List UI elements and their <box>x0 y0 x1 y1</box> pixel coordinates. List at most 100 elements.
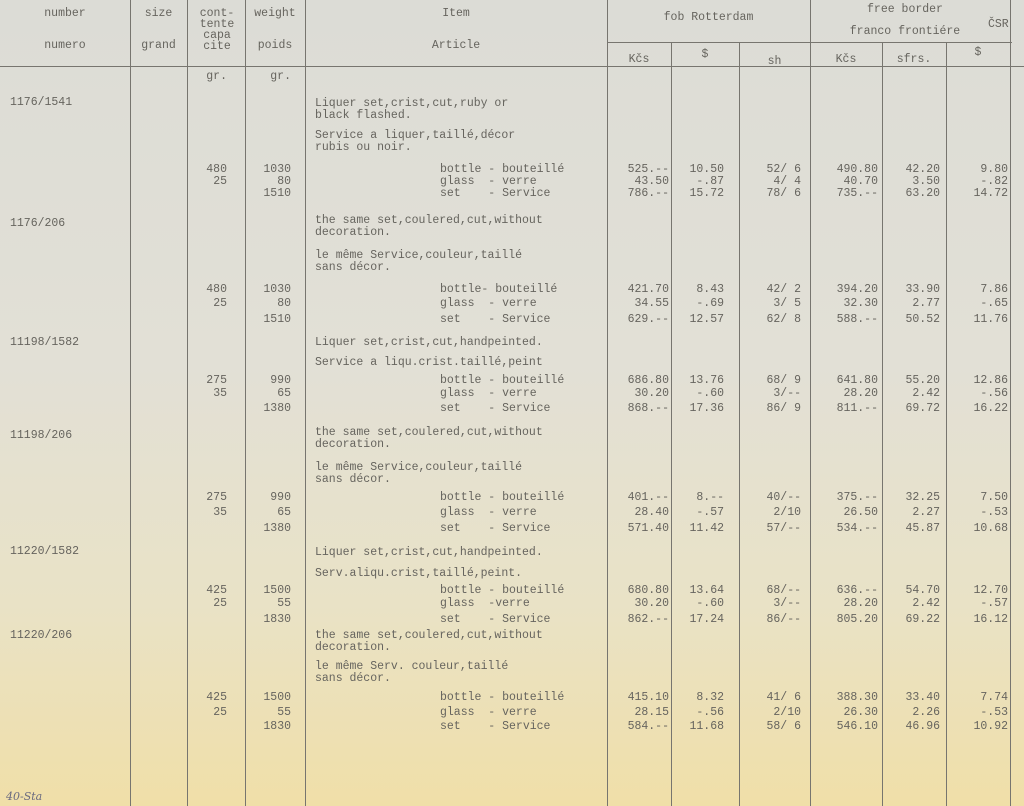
price-cell-kcs: 43.50 <box>634 175 669 188</box>
column-rule <box>607 0 608 806</box>
price-cell-usd2: -.57 <box>980 597 1008 610</box>
price-cell-kcs: 415.10 <box>627 691 669 704</box>
header-rule <box>607 42 1012 43</box>
column-rule <box>1010 0 1011 806</box>
price-cell-weight: 990 <box>270 491 291 504</box>
price-cell-sh: 52/ 6 <box>766 163 801 176</box>
price-cell-item: set - Service <box>440 613 551 626</box>
price-cell-usd: -.60 <box>696 597 724 610</box>
price-cell-weight: 55 <box>277 706 291 719</box>
price-cell-kcs2: 28.20 <box>843 387 878 400</box>
price-cell-usd2: 10.92 <box>973 720 1008 733</box>
price-cell-contents: 35 <box>213 506 227 519</box>
header-item: Item <box>442 7 470 20</box>
price-cell-sfrs: 33.40 <box>905 691 940 704</box>
price-cell-weight: 80 <box>277 297 291 310</box>
price-cell-kcs2: 388.30 <box>836 691 878 704</box>
price-cell-item: glass - verre <box>440 297 537 310</box>
price-cell-usd: -.87 <box>696 175 724 188</box>
description-en: Liquer set,crist,cut,handpeinted. <box>315 336 543 349</box>
price-cell-weight: 1500 <box>263 691 291 704</box>
description-en: the same set,coulered,cut,without decora… <box>315 426 543 451</box>
price-cell-kcs: 28.40 <box>634 506 669 519</box>
description-en: Liquer set,crist,cut,handpeinted. <box>315 546 543 559</box>
price-cell-sfrs: 3.50 <box>912 175 940 188</box>
price-cell-kcs2: 588.-- <box>836 313 878 326</box>
column-rule <box>130 0 131 806</box>
price-cell-usd2: 10.68 <box>973 522 1008 535</box>
price-cell-usd2: -.53 <box>980 706 1008 719</box>
price-cell-usd: 17.24 <box>689 613 724 626</box>
price-cell-contents: 35 <box>213 387 227 400</box>
price-cell-kcs2: 26.30 <box>843 706 878 719</box>
price-cell-kcs2: 534.-- <box>836 522 878 535</box>
price-cell-sh: 86/-- <box>766 613 801 626</box>
price-cell-kcs2: 40.70 <box>843 175 878 188</box>
unit-weight: gr. <box>270 70 291 83</box>
price-cell-usd2: 7.74 <box>980 691 1008 704</box>
price-cell-sfrs: 69.22 <box>905 613 940 626</box>
price-cell-item: set - Service <box>440 720 551 733</box>
header-usd-border: $ <box>974 46 982 59</box>
description-fr: le même Service,couleur,taillé sans déco… <box>315 461 523 486</box>
price-cell-item: set - Service <box>440 402 551 415</box>
price-cell-usd: 8.43 <box>696 283 724 296</box>
price-cell-item: glass - verre <box>440 706 537 719</box>
column-rule <box>739 42 740 806</box>
item-number: 11220/1582 <box>10 545 80 558</box>
price-cell-usd: -.57 <box>696 506 724 519</box>
item-number: 11198/206 <box>10 429 73 442</box>
price-cell-sh: 3/-- <box>773 597 801 610</box>
price-cell-sfrs: 45.87 <box>905 522 940 535</box>
price-cell-usd2: -.65 <box>980 297 1008 310</box>
price-cell-kcs2: 641.80 <box>836 374 878 387</box>
description-fr: le même Serv. couleur,taillé sans décor. <box>315 660 509 685</box>
price-cell-kcs2: 32.30 <box>843 297 878 310</box>
description-fr: le même Service,couleur,taillé sans déco… <box>315 249 523 274</box>
price-cell-sh: 2/10 <box>773 706 801 719</box>
price-cell-sh: 4/ 4 <box>773 175 801 188</box>
price-cell-weight: 990 <box>270 374 291 387</box>
price-cell-weight: 1510 <box>263 187 291 200</box>
price-cell-sfrs: 2.26 <box>912 706 940 719</box>
column-rule <box>810 0 811 806</box>
price-cell-sh: 78/ 6 <box>766 187 801 200</box>
price-cell-item: glass -verre <box>440 597 530 610</box>
price-cell-sh: 41/ 6 <box>766 691 801 704</box>
price-cell-sfrs: 42.20 <box>905 163 940 176</box>
price-cell-item: bottle - bouteillé <box>440 491 565 504</box>
price-cell-sfrs: 69.72 <box>905 402 940 415</box>
price-cell-sh: 58/ 6 <box>766 720 801 733</box>
price-cell-sh: 2/10 <box>773 506 801 519</box>
price-cell-weight: 1380 <box>263 522 291 535</box>
price-cell-usd: 15.72 <box>689 187 724 200</box>
price-cell-usd2: 14.72 <box>973 187 1008 200</box>
price-cell-item: bottle- bouteillé <box>440 283 558 296</box>
price-cell-usd: 17.36 <box>689 402 724 415</box>
price-cell-item: bottle - bouteillé <box>440 163 565 176</box>
price-cell-usd: -.69 <box>696 297 724 310</box>
price-cell-usd: 13.76 <box>689 374 724 387</box>
price-cell-kcs2: 490.80 <box>836 163 878 176</box>
description-fr: Service a liquer,taillé,décor rubis ou n… <box>315 129 516 154</box>
item-number: 1176/206 <box>10 217 66 230</box>
description-en: the same set,coulered,cut,without decora… <box>315 629 543 654</box>
column-rule <box>946 42 947 806</box>
header-contents: cont- tente capa cite <box>199 7 235 53</box>
price-cell-sh: 62/ 8 <box>766 313 801 326</box>
price-cell-usd: 12.57 <box>689 313 724 326</box>
price-cell-sh: 40/-- <box>766 491 801 504</box>
header-sfrs: sfrs. <box>896 53 932 66</box>
price-cell-contents: 480 <box>206 163 227 176</box>
header-numero: numero <box>44 39 86 52</box>
price-cell-sh: 68/ 9 <box>766 374 801 387</box>
header-sh: sh <box>767 55 782 68</box>
price-cell-weight: 65 <box>277 387 291 400</box>
price-cell-item: bottle - bouteillé <box>440 691 565 704</box>
header-usd-fob: $ <box>701 48 709 61</box>
price-cell-contents: 275 <box>206 374 227 387</box>
price-cell-kcs: 421.70 <box>627 283 669 296</box>
price-cell-sh: 3/ 5 <box>773 297 801 310</box>
header-kcs-fob: Kčs <box>628 53 650 66</box>
